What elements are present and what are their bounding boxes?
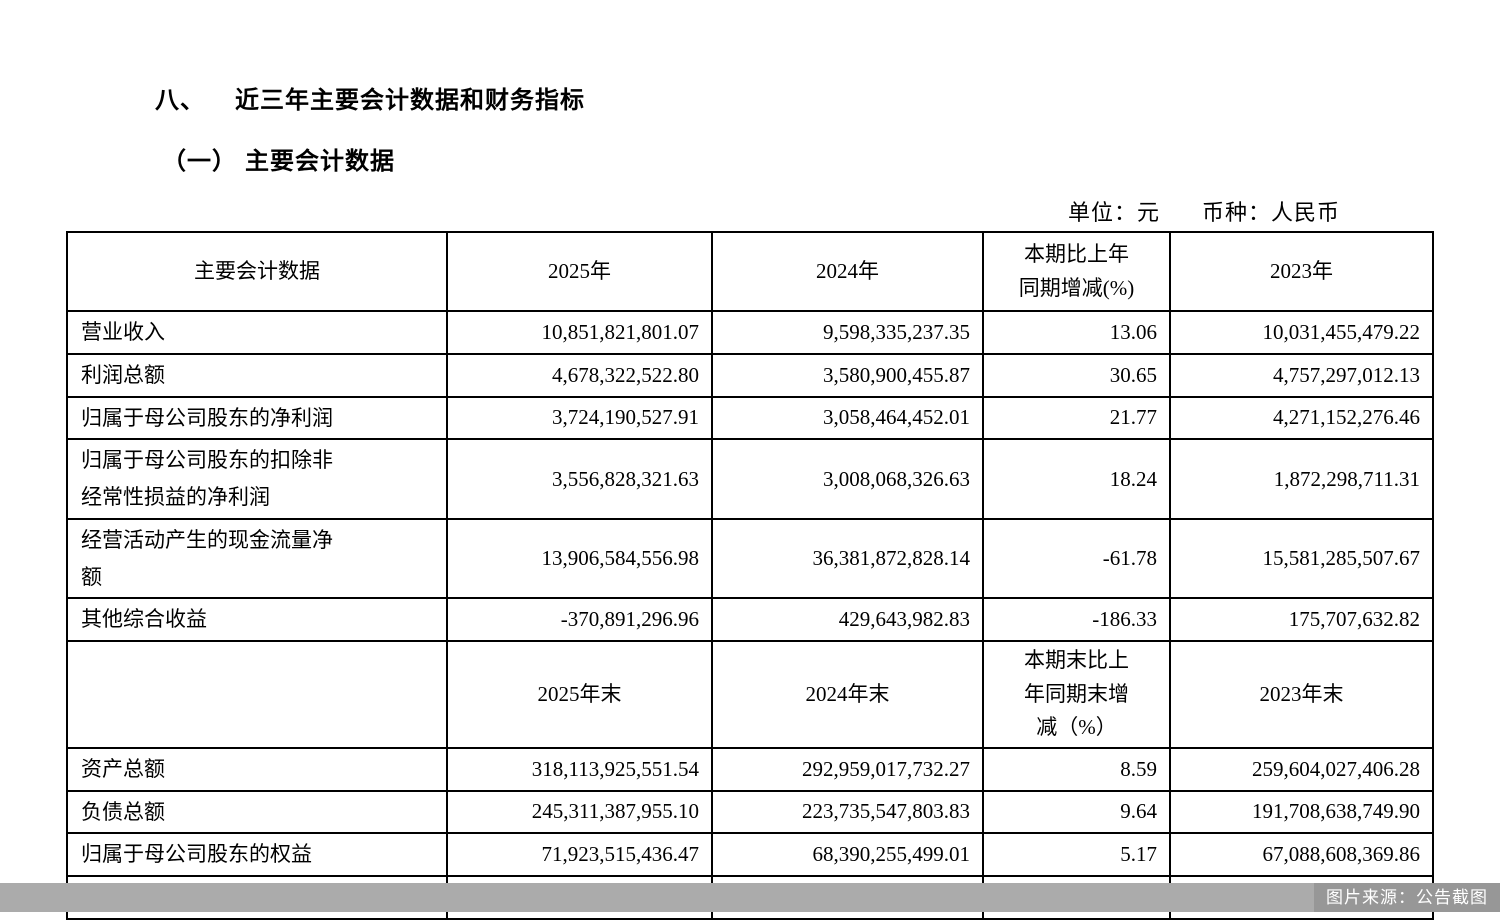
value-2025: 3,724,190,527.91 [446, 395, 713, 441]
value-2025: 318,113,925,551.54 [446, 746, 713, 792]
value-change: 8.59 [982, 746, 1171, 792]
value-2024: 429,643,982.83 [711, 597, 984, 642]
row-label: 归属于母公司股东的权益 [66, 832, 448, 878]
value-2025: 10,851,821,801.07 [446, 310, 713, 355]
value-2025: 245,311,387,955.10 [446, 789, 713, 835]
subsection-title-text: 主要会计数据 [245, 149, 395, 175]
value-change: -61.78 [982, 517, 1171, 600]
header-2025-end: 2025年末 [446, 640, 713, 749]
value-change: 9.64 [982, 789, 1171, 835]
header-change-pct: 本期比上年 同期增减(%) [982, 231, 1171, 312]
header-change-end-pct: 本期末比上 年同期末增 减（%） [982, 640, 1171, 749]
table-row-equity-parent: 归属于母公司股东的权益 71,923,515,436.47 68,390,255… [66, 832, 1434, 878]
value-2025: 71,923,515,436.47 [446, 832, 713, 878]
row-label: 归属于母公司股东的净利润 [66, 395, 448, 441]
row-label: 经营活动产生的现金流量净 额 [66, 517, 448, 600]
table-row-operating-cash-flow: 经营活动产生的现金流量净 额 13,906,584,556.98 36,381,… [66, 517, 1434, 600]
currency-label: 币种：人民币 [1201, 200, 1340, 225]
value-2023: 191,708,638,749.90 [1169, 789, 1434, 835]
value-2025: 3,556,828,321.63 [446, 438, 713, 520]
value-2023: 67,088,608,369.86 [1169, 832, 1434, 878]
value-change: 5.17 [982, 832, 1171, 878]
unit-label: 单位：元 [1067, 200, 1160, 225]
value-change: 13.06 [982, 310, 1171, 355]
value-2024: 3,058,464,452.01 [711, 395, 984, 441]
value-2024: 68,390,255,499.01 [711, 832, 984, 878]
row-label: 负债总额 [66, 789, 448, 835]
row-label: 归属于母公司股东的扣除非 经常性损益的净利润 [66, 438, 448, 520]
value-2024: 3,008,068,326.63 [711, 438, 984, 520]
header-2025: 2025年 [446, 231, 713, 312]
table-row-total-assets: 资产总额 318,113,925,551.54 292,959,017,732.… [66, 746, 1434, 792]
value-2024: 292,959,017,732.27 [711, 746, 984, 792]
bottom-gray-strip [0, 883, 1500, 912]
header-2024: 2024年 [711, 231, 984, 312]
row-label: 营业收入 [66, 310, 448, 355]
value-2023: 175,707,632.82 [1169, 597, 1434, 642]
value-2024: 223,735,547,803.83 [711, 789, 984, 835]
table-row-net-profit-excl-nonrecurring: 归属于母公司股东的扣除非 经常性损益的净利润 3,556,828,321.63 … [66, 438, 1434, 520]
header-2023-end: 2023年末 [1169, 640, 1434, 749]
value-change: 18.24 [982, 438, 1171, 520]
value-2023: 4,757,297,012.13 [1169, 352, 1434, 398]
row-label: 资产总额 [66, 746, 448, 792]
header-2023: 2023年 [1169, 231, 1434, 312]
subsection-title: （一） 主要会计数据 [162, 141, 395, 176]
value-2023: 1,872,298,711.31 [1169, 438, 1434, 520]
value-2024: 36,381,872,828.14 [711, 517, 984, 600]
value-2023: 10,031,455,479.22 [1169, 310, 1434, 355]
table-header-period-end: 2025年末 2024年末 本期末比上 年同期末增 减（%） 2023年末 [66, 640, 1434, 749]
table-row-other-comprehensive-income: 其他综合收益 -370,891,296.96 429,643,982.83 -1… [66, 597, 1434, 642]
header-2024-end: 2024年末 [711, 640, 984, 749]
value-2024: 3,580,900,455.87 [711, 352, 984, 398]
value-2023: 15,581,285,507.67 [1169, 517, 1434, 600]
table-row-total-liabilities: 负债总额 245,311,387,955.10 223,735,547,803.… [66, 789, 1434, 835]
section-title-text: 近三年主要会计数据和财务指标 [235, 88, 585, 114]
value-2023: 259,604,027,406.28 [1169, 746, 1434, 792]
subsection-number: （一） [162, 149, 237, 175]
image-source-watermark: 图片来源：公告截图 [1314, 883, 1500, 912]
row-label: 利润总额 [66, 352, 448, 398]
table-row-total-profit: 利润总额 4,678,322,522.80 3,580,900,455.87 3… [66, 352, 1434, 398]
table-row-revenue: 营业收入 10,851,821,801.07 9,598,335,237.35 … [66, 310, 1434, 355]
table-row-net-profit-parent: 归属于母公司股东的净利润 3,724,190,527.91 3,058,464,… [66, 395, 1434, 441]
section-title: 八、 近三年主要会计数据和财务指标 [155, 80, 585, 115]
row-label: 其他综合收益 [66, 597, 448, 642]
value-change: 30.65 [982, 352, 1171, 398]
value-2025: 13,906,584,556.98 [446, 517, 713, 600]
value-change: -186.33 [982, 597, 1171, 642]
financial-data-table: 主要会计数据 2025年 2024年 本期比上年 同期增减(%) 2023年 营… [66, 231, 1434, 920]
value-change: 21.77 [982, 395, 1171, 441]
section-number: 八、 [155, 88, 205, 114]
header-metric: 主要会计数据 [66, 231, 448, 312]
table-header-period: 主要会计数据 2025年 2024年 本期比上年 同期增减(%) 2023年 [66, 231, 1434, 312]
value-2025: 4,678,322,522.80 [446, 352, 713, 398]
value-2025: -370,891,296.96 [446, 597, 713, 642]
value-2024: 9,598,335,237.35 [711, 310, 984, 355]
value-2023: 4,271,152,276.46 [1169, 395, 1434, 441]
unit-currency-line: 单位：元 币种：人民币 [1068, 195, 1340, 227]
header-metric-empty [66, 640, 448, 749]
